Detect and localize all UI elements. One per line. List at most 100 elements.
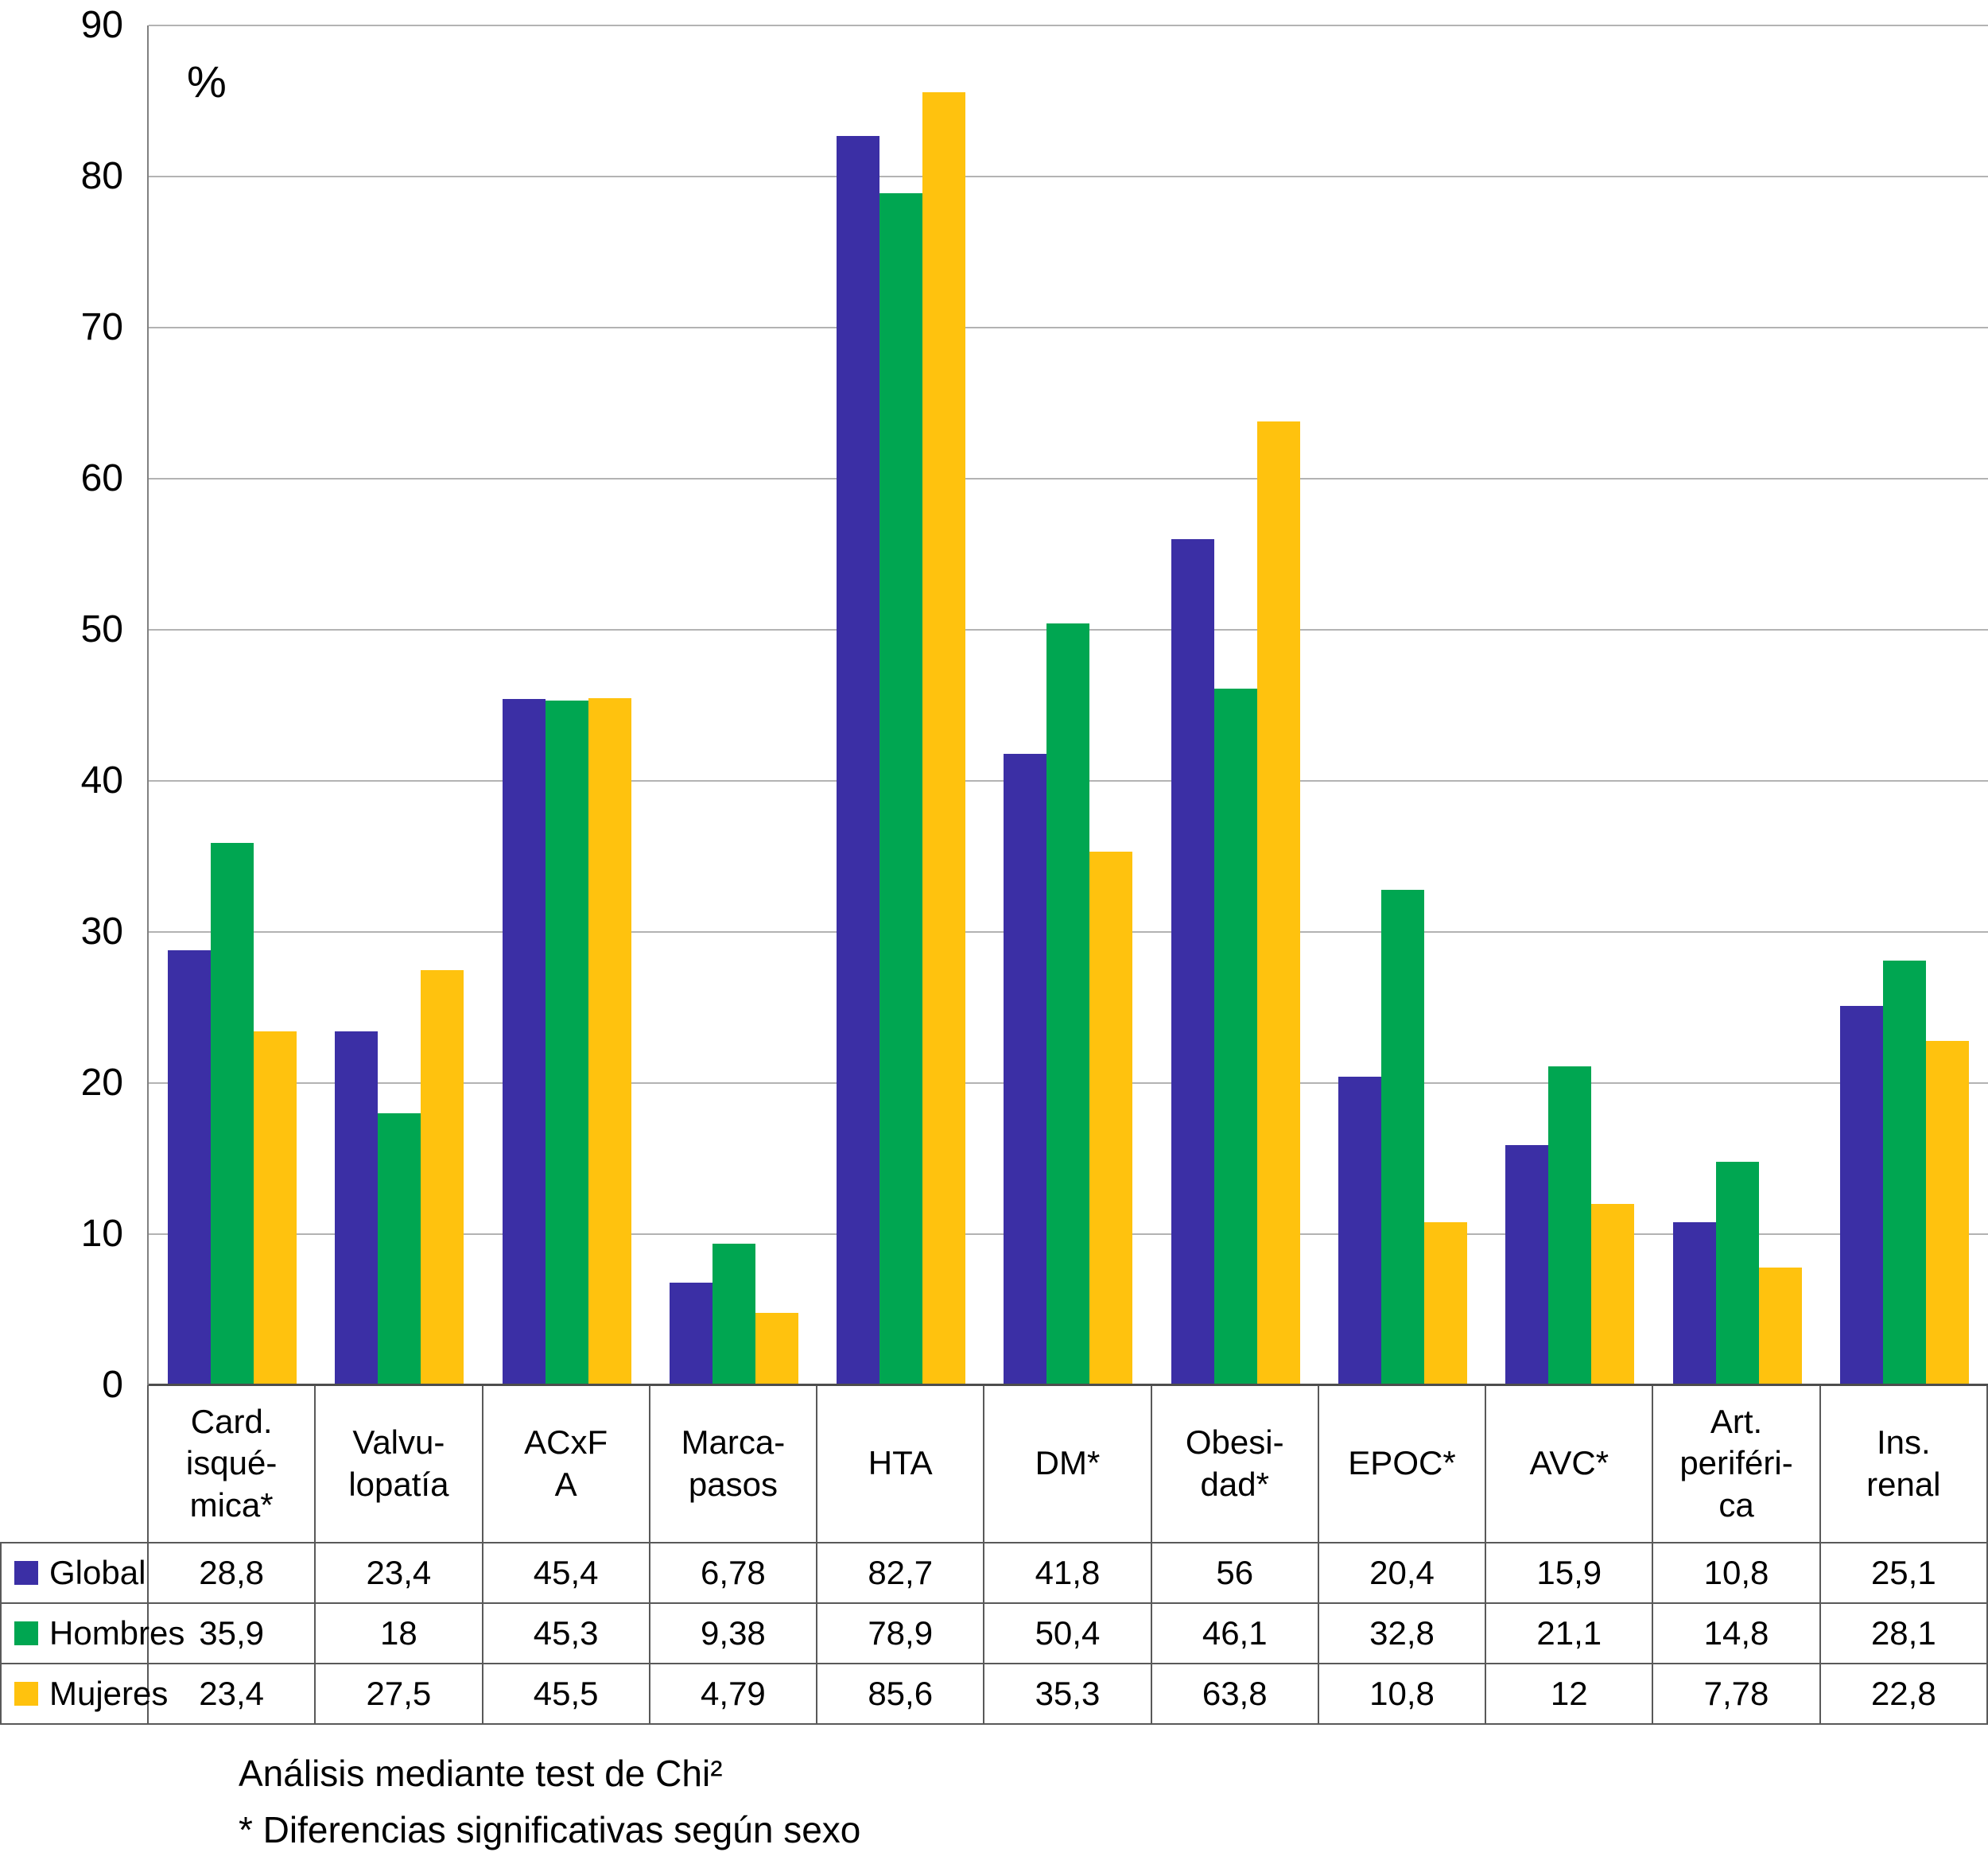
value-cell: 35,3 [983,1663,1152,1725]
bar-hombres [879,192,923,1385]
y-tick-label: 70 [80,306,123,348]
category-header-row: Card. isqué- mica* Valvu- lopatía ACxF A Ma… [1,1385,1988,1543]
value-cell: 63,8 [1150,1663,1319,1725]
y-tick-label: 0 [102,1364,123,1406]
value-cell: 21,1 [1485,1602,1654,1664]
legend-label: Global [49,1554,146,1591]
category-label: Obesi- dad* [1150,1385,1319,1543]
bar-group [483,25,650,1385]
category-label: Ins. renal [1819,1385,1988,1543]
percent-axis-label: % [187,56,227,107]
y-axis: 0 10 20 30 40 50 60 70 80 90 [0,6,147,1404]
value-cell: 7,78 [1652,1663,1821,1725]
bar-mujeres [421,969,464,1385]
bar-global [335,1031,379,1385]
table-row-global: Global 28,8 23,4 45,4 6,78 82,7 41,8 56 20,4 15,9… [0,1542,1988,1604]
bar-group [984,25,1151,1385]
y-tick-label: 10 [80,1213,123,1255]
chart-area: 0 10 20 30 40 50 60 70 80 90 % [0,6,1988,1404]
value-cell: 23,4 [314,1542,483,1604]
bar-mujeres [922,91,966,1385]
value-cell: 82,7 [816,1542,985,1604]
category-label: Art. periféri- ca [1652,1385,1821,1543]
bar-group [650,25,817,1385]
bar-global [1839,1006,1883,1385]
value-cell: 10,8 [1652,1542,1821,1604]
bar-group [1152,25,1319,1385]
bar-global [837,135,880,1385]
value-cell: 23,4 [146,1663,316,1725]
category-label: Valvu- lopatía [314,1385,483,1543]
bar-group [1653,25,1820,1385]
bar-group [149,25,316,1385]
legend-label: Mujeres [49,1675,169,1712]
bar-global [1171,539,1214,1385]
bar-hombres [378,1113,421,1385]
value-cell: 85,6 [816,1663,985,1725]
bar-hombres [1046,623,1090,1385]
gridline [149,176,1988,177]
value-cell: 28,8 [146,1542,316,1604]
y-tick-label: 30 [80,910,123,953]
category-label: EPOC* [1317,1385,1487,1543]
bar-hombres [545,701,588,1385]
bar-mujeres [1256,421,1300,1385]
legend-swatch-global [14,1561,38,1585]
bar-hombres [1715,1161,1759,1385]
category-label: HTA [816,1385,985,1543]
legend-cell: Hombres [0,1602,184,1664]
legend-label: Hombres [49,1614,185,1652]
bar-hombres [712,1243,755,1385]
bar-mujeres [755,1313,798,1385]
value-cell: 41,8 [983,1542,1152,1604]
category-label: AVC* [1485,1385,1654,1543]
y-tick-label: 60 [80,456,123,499]
category-label: Card. isqué- mica* [146,1385,316,1543]
bar-global [1672,1221,1716,1385]
bar-group [1821,25,1988,1385]
plot-area: % [147,25,1988,1386]
value-cell: 20,4 [1317,1542,1487,1604]
bar-hombres [211,842,254,1385]
gridline [149,478,1988,480]
legend-swatch-hombres [14,1621,38,1645]
value-cell: 78,9 [816,1602,985,1664]
bar-mujeres [1423,1221,1467,1385]
bar-group [817,25,984,1385]
value-cell: 45,3 [481,1602,650,1664]
value-cell: 14,8 [1652,1602,1821,1664]
bar-mujeres [254,1031,297,1385]
value-cell: 22,8 [1819,1663,1988,1725]
x-axis-line [149,1384,1988,1386]
table-corner-cell [1,1385,148,1543]
bar-group [1486,25,1653,1385]
value-cell: 45,4 [481,1542,650,1604]
footnote-analysis: Análisis mediante test de Chi² [239,1753,723,1794]
y-tick-label: 90 [80,4,123,46]
data-table: Card. isqué- mica* Valvu- lopatía ACxF A Ma… [0,1385,1988,1725]
bar-groups [149,25,1988,1385]
bar-global [1004,753,1047,1385]
y-tick-label: 20 [80,1062,123,1104]
value-cell: 45,5 [481,1663,650,1725]
bar-mujeres [1758,1268,1802,1385]
value-cell: 50,4 [983,1602,1152,1664]
bar-global [1338,1077,1381,1385]
bar-global [1505,1144,1549,1385]
bar-group [316,25,483,1385]
bar-global [168,949,212,1385]
value-cell: 4,79 [648,1663,818,1725]
bar-hombres [1213,689,1257,1385]
legend-cell: Mujeres [0,1663,168,1725]
bar-hombres [1548,1066,1592,1385]
bar-mujeres [588,697,631,1385]
y-tick-label: 40 [80,759,123,802]
value-cell: 10,8 [1317,1663,1487,1725]
value-cell: 12 [1485,1663,1654,1725]
legend-cell: Global [0,1542,149,1604]
value-cell: 25,1 [1819,1542,1988,1604]
bar-hombres [1380,889,1424,1385]
value-cell: 32,8 [1317,1602,1487,1664]
value-cell: 28,1 [1819,1602,1988,1664]
